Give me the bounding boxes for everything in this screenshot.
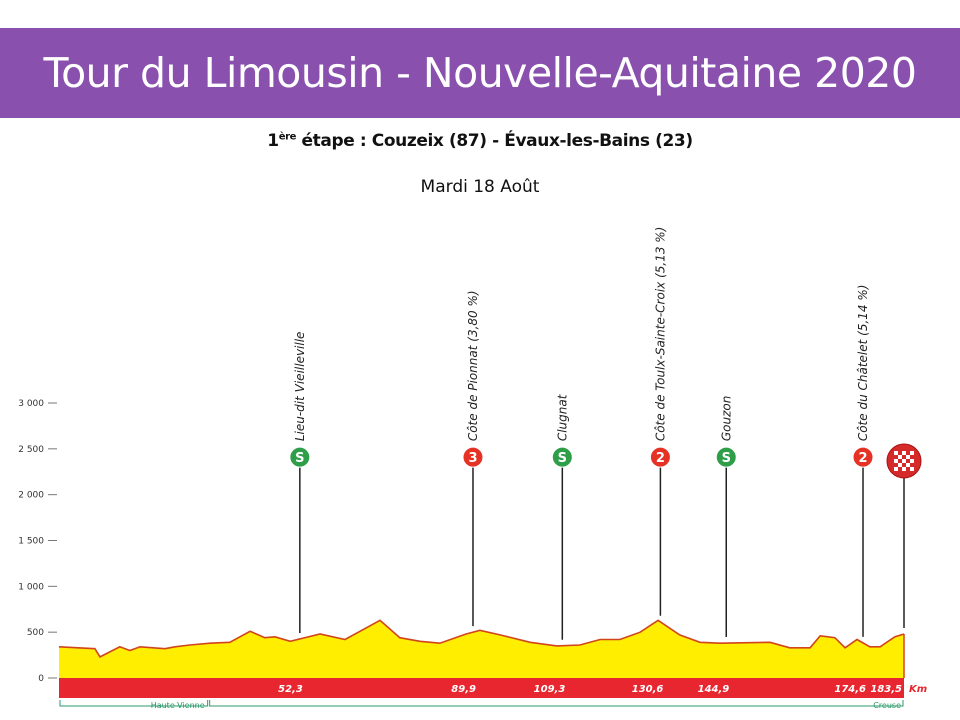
stage-number: 1: [267, 131, 279, 151]
marker-km-label: 174,6: [834, 684, 866, 695]
y-tick-label: 2 500: [18, 445, 44, 455]
checker-square: [894, 467, 898, 471]
sprint-badge-icon: [715, 446, 737, 468]
marker-name: Lieu-dit Vieilleville: [293, 332, 307, 442]
y-tick-label: 2 000: [18, 491, 44, 501]
marker-km-label: 144,9: [698, 684, 730, 695]
marker-badge-text: 2: [656, 451, 665, 466]
climb-badge-icon: [649, 446, 671, 468]
y-tick-label: 500: [27, 628, 44, 638]
elevation-area: [59, 620, 904, 678]
elevation-line: [58, 619, 905, 658]
marker-km-label: 183,5: [870, 684, 902, 695]
marker-name: Côte du Châtelet (5,14 %): [856, 285, 870, 442]
stage-title: 1ère étape : Couzeix (87) - Évaux-les-Ba…: [0, 131, 960, 151]
sprint-badge-icon: [551, 446, 573, 468]
marker-km-label: 109,3: [534, 684, 566, 695]
checker-square: [902, 459, 906, 463]
climb-badge-icon: [852, 446, 874, 468]
department-label: Creuse: [873, 701, 901, 710]
department-label: Haute-Vienne: [151, 701, 205, 710]
checker-square: [910, 467, 914, 471]
y-tick-label: 3 000: [18, 399, 44, 409]
checker-square: [902, 467, 906, 471]
page-title: Tour du Limousin - Nouvelle-Aquitaine 20…: [43, 49, 917, 97]
marker-badge-text: 3: [468, 451, 477, 466]
y-tick-label: 0: [38, 674, 44, 684]
marker-badge-text: S: [558, 451, 567, 466]
checker-square: [902, 451, 906, 455]
distance-band: [59, 678, 904, 698]
stage-date: Mardi 18 Août: [420, 177, 540, 197]
y-tick-label: 1 500: [18, 537, 44, 547]
department-bracket: [59, 700, 209, 707]
stage-sup: ère: [278, 131, 297, 143]
checker-square: [894, 451, 898, 455]
marker-name: Gouzon: [719, 396, 733, 442]
checker-square: [906, 455, 910, 459]
y-tick-label: 1 000: [18, 582, 44, 592]
checker-square: [894, 459, 898, 463]
marker-badge-text: S: [295, 451, 304, 466]
sprint-badge-icon: [289, 446, 311, 468]
checker-square: [910, 459, 914, 463]
checker-square: [898, 463, 902, 467]
checker-square: [910, 451, 914, 455]
marker-km-label: 89,9: [451, 684, 476, 695]
marker-badge-text: S: [722, 451, 731, 466]
km-unit-label: Km: [909, 684, 927, 695]
checker-square: [906, 463, 910, 467]
marker-km-label: 130,6: [632, 684, 664, 695]
marker-km-label: 52,3: [278, 684, 303, 695]
marker-name: Côte de Toulx-Sainte-Croix (5,13 %): [653, 227, 667, 442]
marker-name: Clugnat: [555, 393, 569, 441]
title-banner: Tour du Limousin - Nouvelle-Aquitaine 20…: [0, 28, 960, 118]
checker-square: [898, 455, 902, 459]
department-bracket: [209, 700, 904, 707]
climb-badge-icon: [462, 446, 484, 468]
marker-name: Côte de Pionnat (3,80 %): [466, 290, 480, 441]
marker-badge-text: 2: [858, 451, 867, 466]
stage-route: étape : Couzeix (87) - Évaux-les-Bains (…: [296, 131, 694, 151]
